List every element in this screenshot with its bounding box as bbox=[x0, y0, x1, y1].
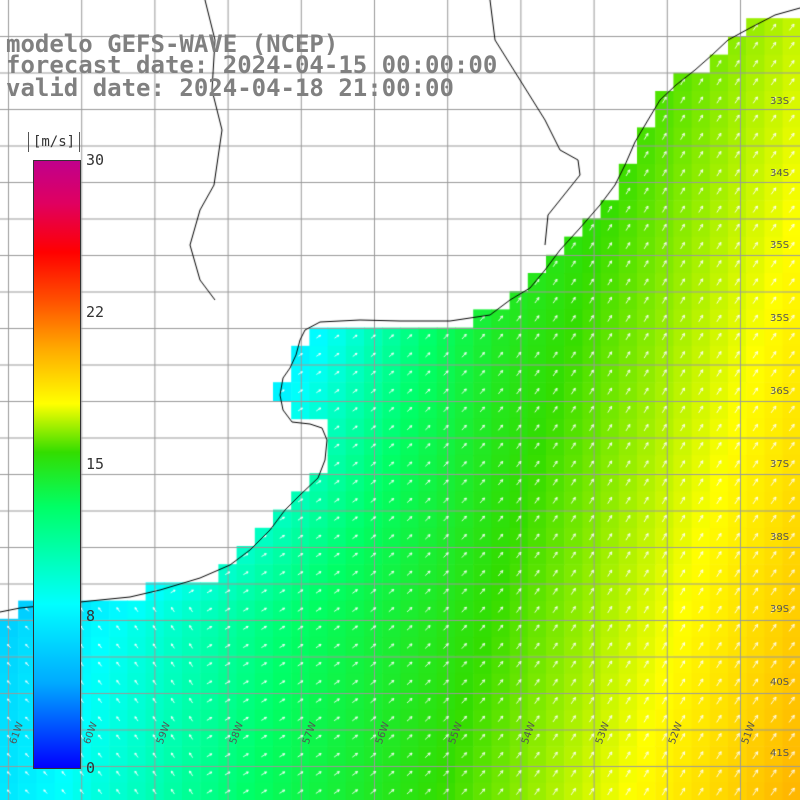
forecast-date: forecast date: 2024-04-15 00:00:00 bbox=[6, 51, 498, 79]
model-title: modelo GEFS-WAVE (NCEP) bbox=[6, 30, 339, 58]
colorbar-tick-22: 22 bbox=[86, 303, 105, 321]
lat-label-35s-b: 35S bbox=[770, 313, 790, 324]
lat-label-34s: 34S bbox=[770, 168, 790, 179]
colorbar bbox=[33, 160, 81, 769]
lat-label-41s: 41S bbox=[770, 748, 790, 759]
lat-label-33s: 33S bbox=[770, 96, 790, 107]
lat-label-39s: 39S bbox=[770, 604, 790, 615]
colorbar-tick-8: 8 bbox=[86, 607, 96, 625]
lat-label-37s: 37S bbox=[770, 459, 790, 470]
lat-label-40s: 40S bbox=[770, 677, 790, 688]
lat-label-36s: 36S bbox=[770, 386, 790, 397]
colorbar-tick-0: 0 bbox=[86, 759, 96, 777]
colorbar-unit: [m/s] bbox=[28, 132, 80, 152]
lat-label-35s: 35S bbox=[770, 240, 790, 251]
colorbar-tick-30: 30 bbox=[86, 151, 105, 169]
lat-label-38s: 38S bbox=[770, 532, 790, 543]
valid-date: valid date: 2024-04-18 21:00:00 bbox=[6, 74, 454, 102]
colorbar-tick-15: 15 bbox=[86, 455, 105, 473]
